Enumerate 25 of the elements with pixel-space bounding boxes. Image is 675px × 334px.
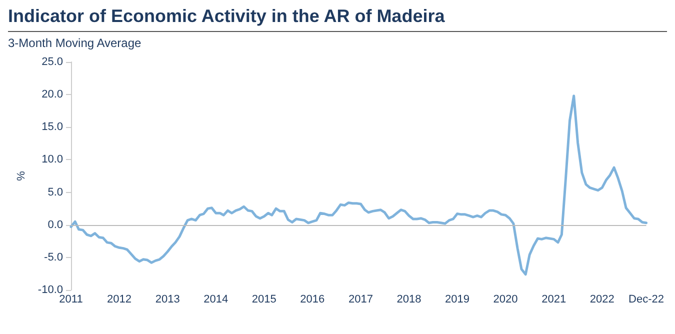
x-tick-label: 2017 bbox=[348, 294, 373, 306]
x-tick-label: 2016 bbox=[300, 294, 325, 306]
x-tick-label: 2013 bbox=[155, 294, 180, 306]
y-tick-label: 5.0 bbox=[48, 186, 63, 198]
chart-title: Indicator of Economic Activity in the AR of Madeira bbox=[8, 6, 667, 32]
y-axis-title: % bbox=[16, 170, 28, 181]
x-tick-label: Dec-22 bbox=[628, 294, 664, 306]
y-tick-label: -10.0 bbox=[38, 284, 63, 296]
y-tick-label: 0.0 bbox=[48, 218, 63, 231]
x-tick-label: 2021 bbox=[542, 294, 566, 306]
y-tick-label: 15.0 bbox=[42, 121, 63, 134]
x-tick-label: 2015 bbox=[252, 294, 276, 306]
y-tick-label: 25.0 bbox=[42, 56, 63, 68]
line-series bbox=[70, 94, 648, 276]
x-tick-label: 2019 bbox=[445, 294, 470, 306]
y-tick-label: 20.0 bbox=[42, 88, 63, 101]
x-tick-label: 2018 bbox=[396, 294, 422, 306]
x-tick-label: 2014 bbox=[204, 294, 228, 306]
x-tick-label: 2020 bbox=[493, 294, 518, 306]
x-tick-label: 2012 bbox=[107, 294, 132, 306]
x-tick-label: 2011 bbox=[59, 294, 83, 306]
y-tick-label: -5.0 bbox=[44, 251, 63, 264]
chart-subtitle: 3-Month Moving Average bbox=[8, 36, 142, 50]
y-tick-label: 10.0 bbox=[42, 154, 63, 166]
x-tick-label: 2022 bbox=[590, 294, 614, 306]
